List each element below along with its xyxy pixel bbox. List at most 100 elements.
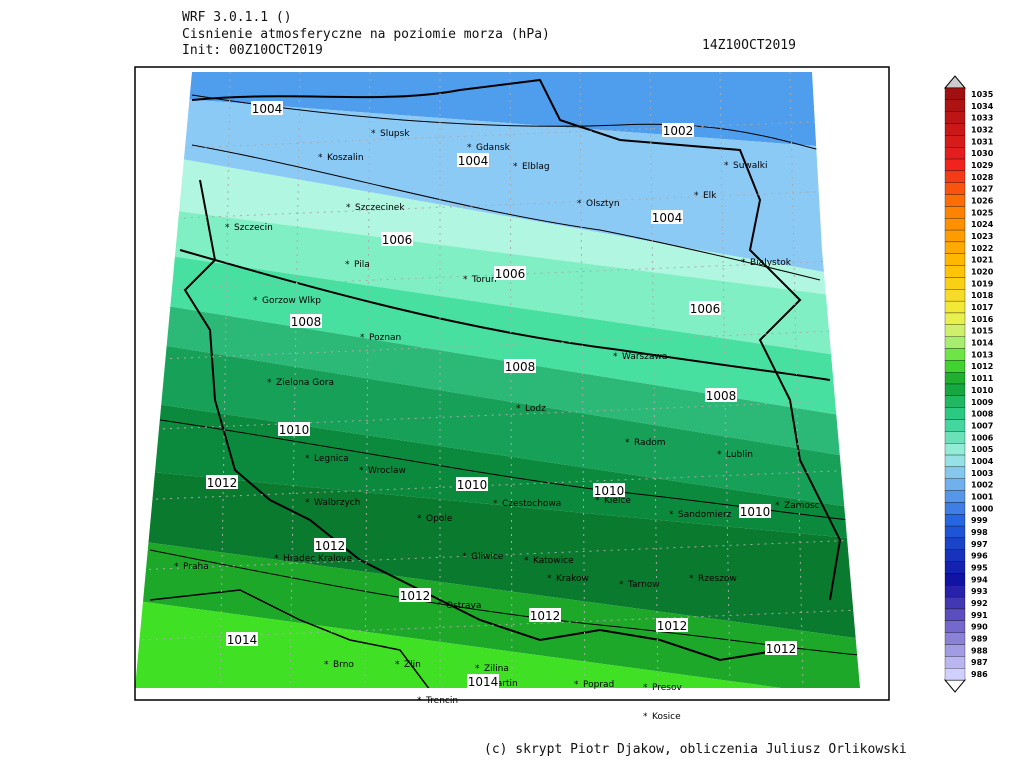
city-marker: * xyxy=(475,664,480,674)
contour-labels: 1004 1004 1002 1004 1006 1006 1006 1008 1008 1008… xyxy=(206,101,797,689)
city-marker: * xyxy=(741,258,746,268)
city-label: Martin xyxy=(489,679,518,689)
city-marker: * xyxy=(371,129,376,139)
colorbar-swatch xyxy=(944,502,966,515)
city-marker: * xyxy=(305,498,310,508)
contour-label-box xyxy=(226,632,258,646)
contour-label: 1006 xyxy=(495,267,526,281)
city-label: Walbrzych xyxy=(314,498,360,508)
colorbar-swatch xyxy=(944,277,966,290)
colorbar-swatch xyxy=(944,431,966,444)
colorbar-swatch xyxy=(944,419,966,432)
colorbar-swatch xyxy=(944,360,966,373)
colorbar-label: 996 xyxy=(971,552,988,561)
pressure-band xyxy=(135,95,860,280)
footer: (c) skrypt Piotr Djakow, obliczenia Juli… xyxy=(484,742,907,757)
colorbar-swatch xyxy=(944,170,966,183)
city-marker: * xyxy=(775,501,780,511)
colorbar-label: 1034 xyxy=(971,102,994,111)
contour-label: 1004 xyxy=(252,102,283,116)
colorbar-label: 1010 xyxy=(971,386,994,395)
colorbar-label: 1024 xyxy=(971,220,994,229)
city-label: Hradec Kralove xyxy=(283,554,352,564)
colorbar-label: 999 xyxy=(971,516,988,525)
colorbar-swatch xyxy=(944,478,966,491)
contour-label: 1010 xyxy=(279,423,310,437)
colorbar-label: 1026 xyxy=(971,196,994,205)
colorbar-label: 1029 xyxy=(971,161,994,170)
contour-label-box xyxy=(206,475,238,489)
colorbar-swatch xyxy=(944,443,966,456)
city-label: Gliwice xyxy=(471,552,504,562)
init: Init: 00Z10OCT2019 xyxy=(182,43,323,58)
colorbar-swatch xyxy=(944,573,966,586)
city-marker: * xyxy=(462,552,467,562)
city-marker: * xyxy=(346,203,351,213)
city-marker: * xyxy=(437,601,442,611)
colorbar-swatch xyxy=(944,348,966,361)
city-marker: * xyxy=(493,499,498,509)
contour-label: 1006 xyxy=(690,302,721,316)
colorbar-label: 1033 xyxy=(971,114,993,123)
city-marker: * xyxy=(689,574,694,584)
city-marker: * xyxy=(267,378,272,388)
contour-label-box xyxy=(467,674,499,688)
city-label: Elk xyxy=(703,191,717,201)
city-marker: * xyxy=(574,680,579,690)
colorbar-swatch xyxy=(944,632,966,645)
colorbar-label: 1013 xyxy=(971,350,993,359)
colorbar-label: 1019 xyxy=(971,279,994,288)
colorbar-label: 1032 xyxy=(971,125,993,134)
colorbar-swatch xyxy=(944,99,966,112)
city-marker: * xyxy=(595,496,600,506)
colorbar-label: 994 xyxy=(971,575,988,584)
pressure-band xyxy=(135,205,860,360)
contour-label-box xyxy=(529,608,561,622)
cities: * Slupsk * Gdansk * Koszalin * Elblag * Suwalki * E… xyxy=(174,129,820,722)
colorbar-bottom xyxy=(943,679,967,693)
city-marker: * xyxy=(524,556,529,566)
city-marker: * xyxy=(417,696,422,706)
city-marker: * xyxy=(305,454,310,464)
city-label: Koszalin xyxy=(327,153,364,163)
contour-label: 1012 xyxy=(207,476,238,490)
colorbar-swatch xyxy=(944,218,966,231)
colorbar-label: 1023 xyxy=(971,232,993,241)
city-marker: * xyxy=(619,580,624,590)
pressure-band xyxy=(135,150,860,300)
pressure-band xyxy=(135,250,860,420)
city-label: Legnica xyxy=(314,454,349,464)
colorbar-swatch xyxy=(944,241,966,254)
colorbar-swatch xyxy=(944,537,966,550)
model: WRF 3.0.1.1 () xyxy=(182,10,292,25)
contour-label: 1010 xyxy=(740,505,771,519)
city-marker: * xyxy=(516,404,521,414)
city-marker: * xyxy=(274,554,279,564)
colorbar-swatch xyxy=(944,561,966,574)
city-label: Radom xyxy=(634,438,666,448)
city-label: Suwalki xyxy=(733,161,768,171)
city-marker: * xyxy=(174,562,179,572)
colorbar-label: 1005 xyxy=(971,445,994,454)
colorbar-swatch xyxy=(944,372,966,385)
city-marker: * xyxy=(625,438,630,448)
colorbar-label: 986 xyxy=(971,670,988,679)
colorbar-swatch xyxy=(944,514,966,527)
city-label: Olsztyn xyxy=(586,199,620,209)
pressure-band xyxy=(135,300,860,460)
colorbar-label: 991 xyxy=(971,611,988,620)
city-marker: * xyxy=(463,275,468,285)
graticule xyxy=(135,72,860,688)
city-marker: * xyxy=(359,466,364,476)
colorbar-swatch xyxy=(944,525,966,539)
pressure-band xyxy=(135,400,860,540)
colorbar-label: 1027 xyxy=(971,185,993,194)
city-marker: * xyxy=(577,199,582,209)
colorbar-label: 1017 xyxy=(971,303,993,312)
city-label: Zilina xyxy=(484,664,509,674)
city-label: Krakow xyxy=(556,574,589,584)
colorbar-label: 1002 xyxy=(971,481,993,490)
colorbar-label: 992 xyxy=(971,599,988,608)
colorbar-swatch xyxy=(944,383,966,396)
